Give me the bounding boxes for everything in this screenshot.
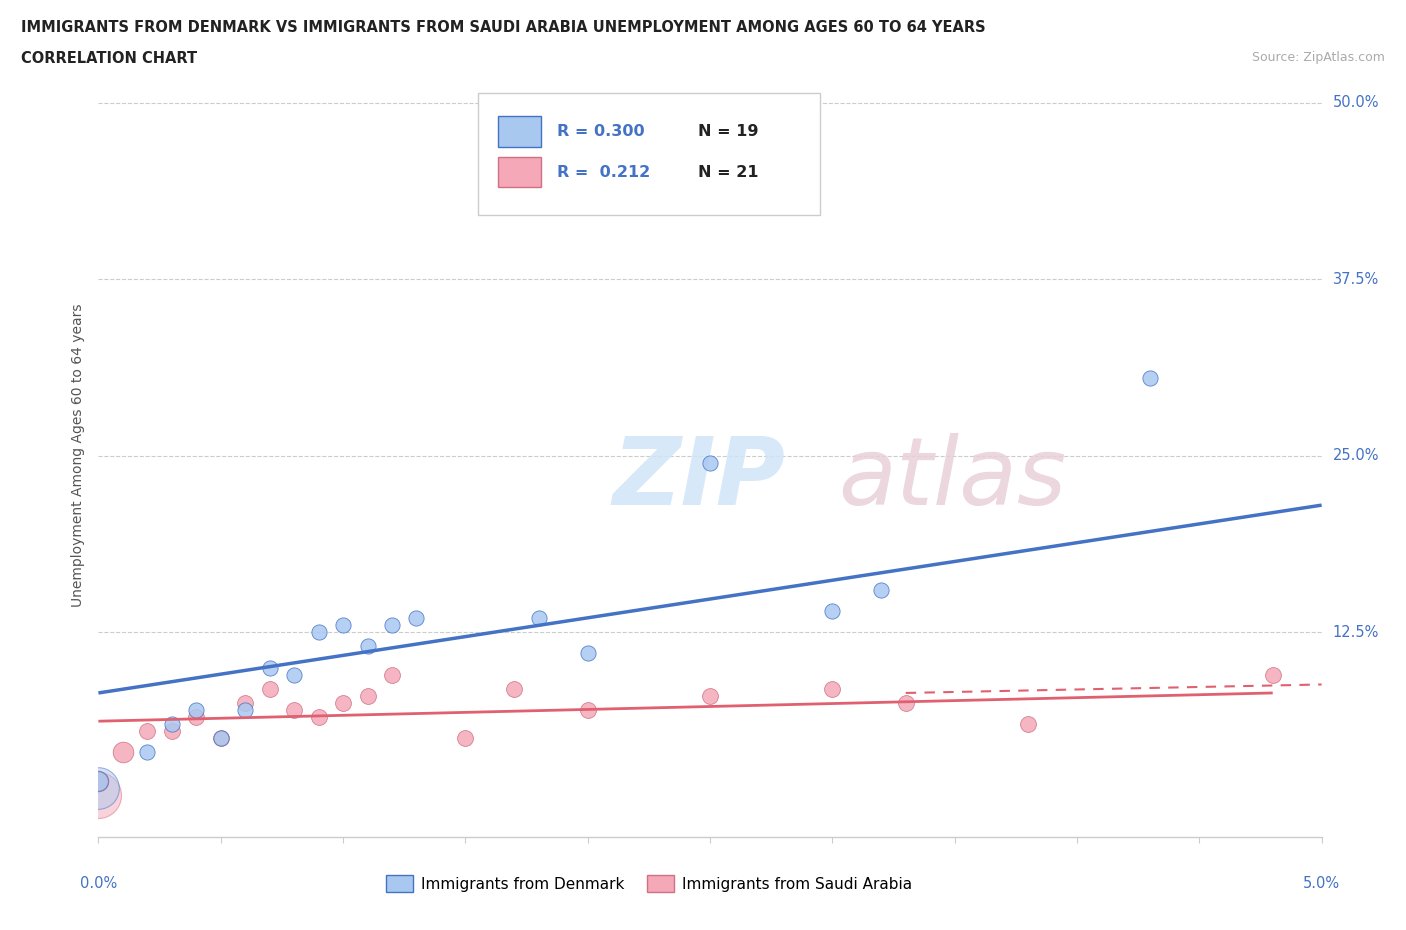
Point: [576, 702, 599, 717]
Point: [209, 731, 232, 746]
Point: [283, 667, 305, 682]
Text: 50.0%: 50.0%: [1333, 95, 1379, 110]
Point: [356, 639, 378, 654]
Point: [1017, 717, 1039, 732]
Point: [894, 696, 917, 711]
Point: [259, 660, 281, 675]
Point: [136, 724, 159, 738]
Text: N = 19: N = 19: [697, 124, 758, 140]
Point: [209, 731, 232, 746]
Point: [186, 702, 208, 717]
Point: [821, 682, 844, 697]
Text: 25.0%: 25.0%: [1333, 448, 1379, 463]
Text: Source: ZipAtlas.com: Source: ZipAtlas.com: [1251, 51, 1385, 64]
Point: [186, 710, 208, 724]
Text: IMMIGRANTS FROM DENMARK VS IMMIGRANTS FROM SAUDI ARABIA UNEMPLOYMENT AMONG AGES : IMMIGRANTS FROM DENMARK VS IMMIGRANTS FR…: [21, 20, 986, 35]
Point: [87, 773, 110, 788]
Point: [259, 682, 281, 697]
Point: [87, 773, 110, 788]
Text: atlas: atlas: [838, 433, 1067, 525]
Point: [308, 710, 330, 724]
Text: 5.0%: 5.0%: [1303, 876, 1340, 891]
Point: [576, 646, 599, 661]
Point: [283, 702, 305, 717]
Point: [332, 618, 354, 632]
Y-axis label: Unemployment Among Ages 60 to 64 years: Unemployment Among Ages 60 to 64 years: [72, 304, 86, 607]
Point: [332, 696, 354, 711]
Point: [233, 696, 256, 711]
Text: CORRELATION CHART: CORRELATION CHART: [21, 51, 197, 66]
Point: [699, 688, 721, 703]
Text: N = 21: N = 21: [697, 165, 758, 179]
Point: [233, 702, 256, 717]
Point: [87, 780, 110, 795]
Point: [527, 611, 550, 626]
Point: [381, 618, 404, 632]
Text: R =  0.212: R = 0.212: [557, 165, 651, 179]
FancyBboxPatch shape: [498, 157, 541, 187]
Text: R = 0.300: R = 0.300: [557, 124, 645, 140]
Point: [503, 682, 526, 697]
Point: [381, 667, 404, 682]
Point: [870, 582, 893, 597]
Point: [356, 688, 378, 703]
Point: [136, 745, 159, 760]
Text: 0.0%: 0.0%: [80, 876, 117, 891]
Point: [308, 625, 330, 640]
Point: [111, 745, 134, 760]
Point: [454, 731, 477, 746]
FancyBboxPatch shape: [478, 94, 820, 216]
Point: [405, 611, 427, 626]
Text: 37.5%: 37.5%: [1333, 272, 1379, 286]
Point: [1139, 370, 1161, 385]
Text: 12.5%: 12.5%: [1333, 625, 1379, 640]
Point: [160, 717, 183, 732]
Point: [821, 604, 844, 618]
Point: [87, 787, 110, 802]
Point: [1261, 667, 1284, 682]
Point: [699, 456, 721, 471]
Text: ZIP: ZIP: [612, 432, 785, 525]
FancyBboxPatch shape: [498, 116, 541, 147]
Legend: Immigrants from Denmark, Immigrants from Saudi Arabia: Immigrants from Denmark, Immigrants from…: [380, 870, 918, 898]
Point: [160, 724, 183, 738]
